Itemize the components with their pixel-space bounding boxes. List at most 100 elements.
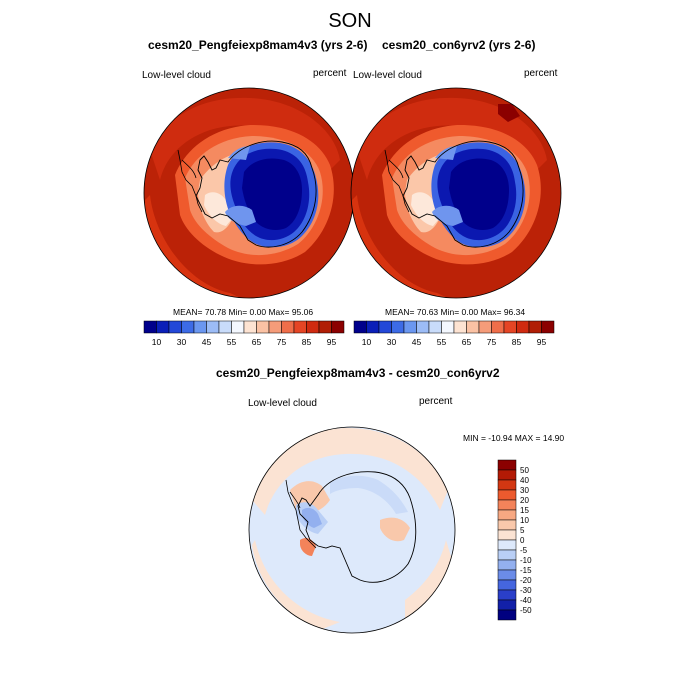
panel1-left-label: Low-level cloud [142,70,211,81]
figure-title: SON [328,10,372,32]
panel3-colorbar-cell [497,589,517,601]
panel1-colorbar-cell [318,320,332,334]
panel2-map-border [350,87,562,299]
panel3-colorbar-tick-label: 30 [520,486,529,495]
panel2-left-label: Low-level cloud [353,70,422,81]
panel2-colorbar-cell [528,320,542,334]
panel2-colorbar-tick-label: 65 [462,337,472,347]
panel2-colorbar-cell [516,320,530,334]
panel2-colorbar-tick-label: 95 [537,337,547,347]
panel3-colorbar-tick-label: -50 [520,606,532,615]
panel2-colorbar-tick-label: 45 [412,337,422,347]
panel3-colorbar-cell [497,579,517,591]
panel3-colorbar-cell [497,559,517,571]
panel2-colorbar-tick-label: 30 [387,337,397,347]
panel2-right-label: percent [524,68,558,79]
panel1-colorbar-cell [256,320,270,334]
panel2-colorbar-cell [378,320,392,334]
panel3-colorbar-tick-label: -40 [520,596,532,605]
panel2-colorbar-tick-label: 85 [512,337,522,347]
panel1-title: cesm20_Pengfeiexp8mam4v3 (yrs 2-6) [148,38,368,52]
panel2-colorbar-cell [366,320,380,334]
panel3-left-label: Low-level cloud [248,398,317,409]
panel2-colorbar-cell [453,320,467,334]
panel3-colorbar-cell [497,599,517,611]
panel3-colorbar-tick-label: 40 [520,476,529,485]
panel2-stats: MEAN= 70.63 Min= 0.00 Max= 96.34 [385,307,526,317]
panel1-right-label: percent [313,68,347,79]
panel2-colorbar-cell [466,320,480,334]
panel1-colorbar-cell [218,320,232,334]
panel2-colorbar-cell [441,320,455,334]
panel1-stats: MEAN= 70.78 Min= 0.00 Max= 95.06 [173,307,314,317]
panel1-colorbar-tick-label: 45 [202,337,212,347]
panel3-colorbar-tick-label: -30 [520,586,532,595]
panel2-colorbar-cell [541,320,555,334]
panel3-colorbar-cell [497,609,517,621]
panel2-colorbar-cell [403,320,417,334]
panel3-colorbar-tick-label: 5 [520,526,525,535]
panel1-colorbar-tick-label: 65 [252,337,262,347]
panel3-colorbar-cell [497,479,517,491]
panel3-colorbar-cell [497,519,517,531]
panel1-colorbar-cell [243,320,257,334]
panel1-colorbar-tick-label: 10 [152,337,162,347]
panel3-colorbar-tick-label: 20 [520,496,529,505]
panel2-colorbar: 10 30 45 55 65 75 85 95 [353,320,555,347]
panel1-colorbar-cell [231,320,245,334]
panel1-colorbar-cell [293,320,307,334]
panel3-title: cesm20_Pengfeiexp8mam4v3 - cesm20_con6yr… [216,366,500,380]
panel3-colorbar-tick-label: -5 [520,546,528,555]
panel2-colorbar-cell [391,320,405,334]
panel2-colorbar-cell [491,320,505,334]
panel3-colorbar-tick-label: 50 [520,466,529,475]
panel3-colorbar-cell [497,509,517,521]
panel3-map-border [248,426,456,634]
panel1-colorbar-tick-label: 30 [177,337,187,347]
panel1-colorbar-cell [306,320,320,334]
panel3-map [249,427,455,633]
panel1-colorbar-cell [206,320,220,334]
panel1-map [144,88,354,298]
panel2-colorbar-tick-label: 10 [362,337,372,347]
panel3-colorbar-cell [497,499,517,511]
panel3-colorbar-cell [497,539,517,551]
panel2-colorbar-tick-label: 75 [487,337,497,347]
panel3-colorbar-tick-label: -15 [520,566,532,575]
panel1-colorbar-tick-label: 55 [227,337,237,347]
panel2-colorbar-tick-label: 55 [437,337,447,347]
panel3-colorbar-cell [497,529,517,541]
panel1-colorbar-cell [193,320,207,334]
panel1-colorbar-cell [281,320,295,334]
panel3-colorbar-cell [497,489,517,501]
panel1-colorbar-cell [156,320,170,334]
panel3-colorbar-cell [497,549,517,561]
panel1-colorbar-cell [181,320,195,334]
panel3-stats: MIN = -10.94 MAX = 14.90 [463,433,565,443]
panel1-colorbar-cell [331,320,345,334]
panel1-colorbar-cell [168,320,182,334]
panel1-colorbar: 10 30 45 55 65 75 85 95 [143,320,345,347]
panel3-colorbar-tick-label: 0 [520,536,525,545]
panel2-colorbar-cell [416,320,430,334]
panel3-colorbar-tick-label: 15 [520,506,529,515]
panel3-colorbar-cell [497,469,517,481]
panel3-colorbar-tick-label: -20 [520,576,532,585]
panel2-colorbar-cell [503,320,517,334]
panel3-colorbar-tick-label: -10 [520,556,532,565]
panel2-colorbar-cell [428,320,442,334]
panel1-colorbar-cell [143,320,157,334]
panel3-colorbar-cell [497,459,517,471]
panel3-colorbar-tick-label: 10 [520,516,529,525]
panel1-colorbar-tick-label: 95 [327,337,337,347]
panel3-colorbar-cell [497,569,517,581]
panel1-colorbar-tick-label: 85 [302,337,312,347]
panel1-colorbar-cell [268,320,282,334]
panel2-map [351,88,561,298]
panel2-colorbar-cell [478,320,492,334]
panel2-colorbar-cell [353,320,367,334]
panel3-right-label: percent [419,396,453,407]
panel1-colorbar-tick-label: 75 [277,337,287,347]
